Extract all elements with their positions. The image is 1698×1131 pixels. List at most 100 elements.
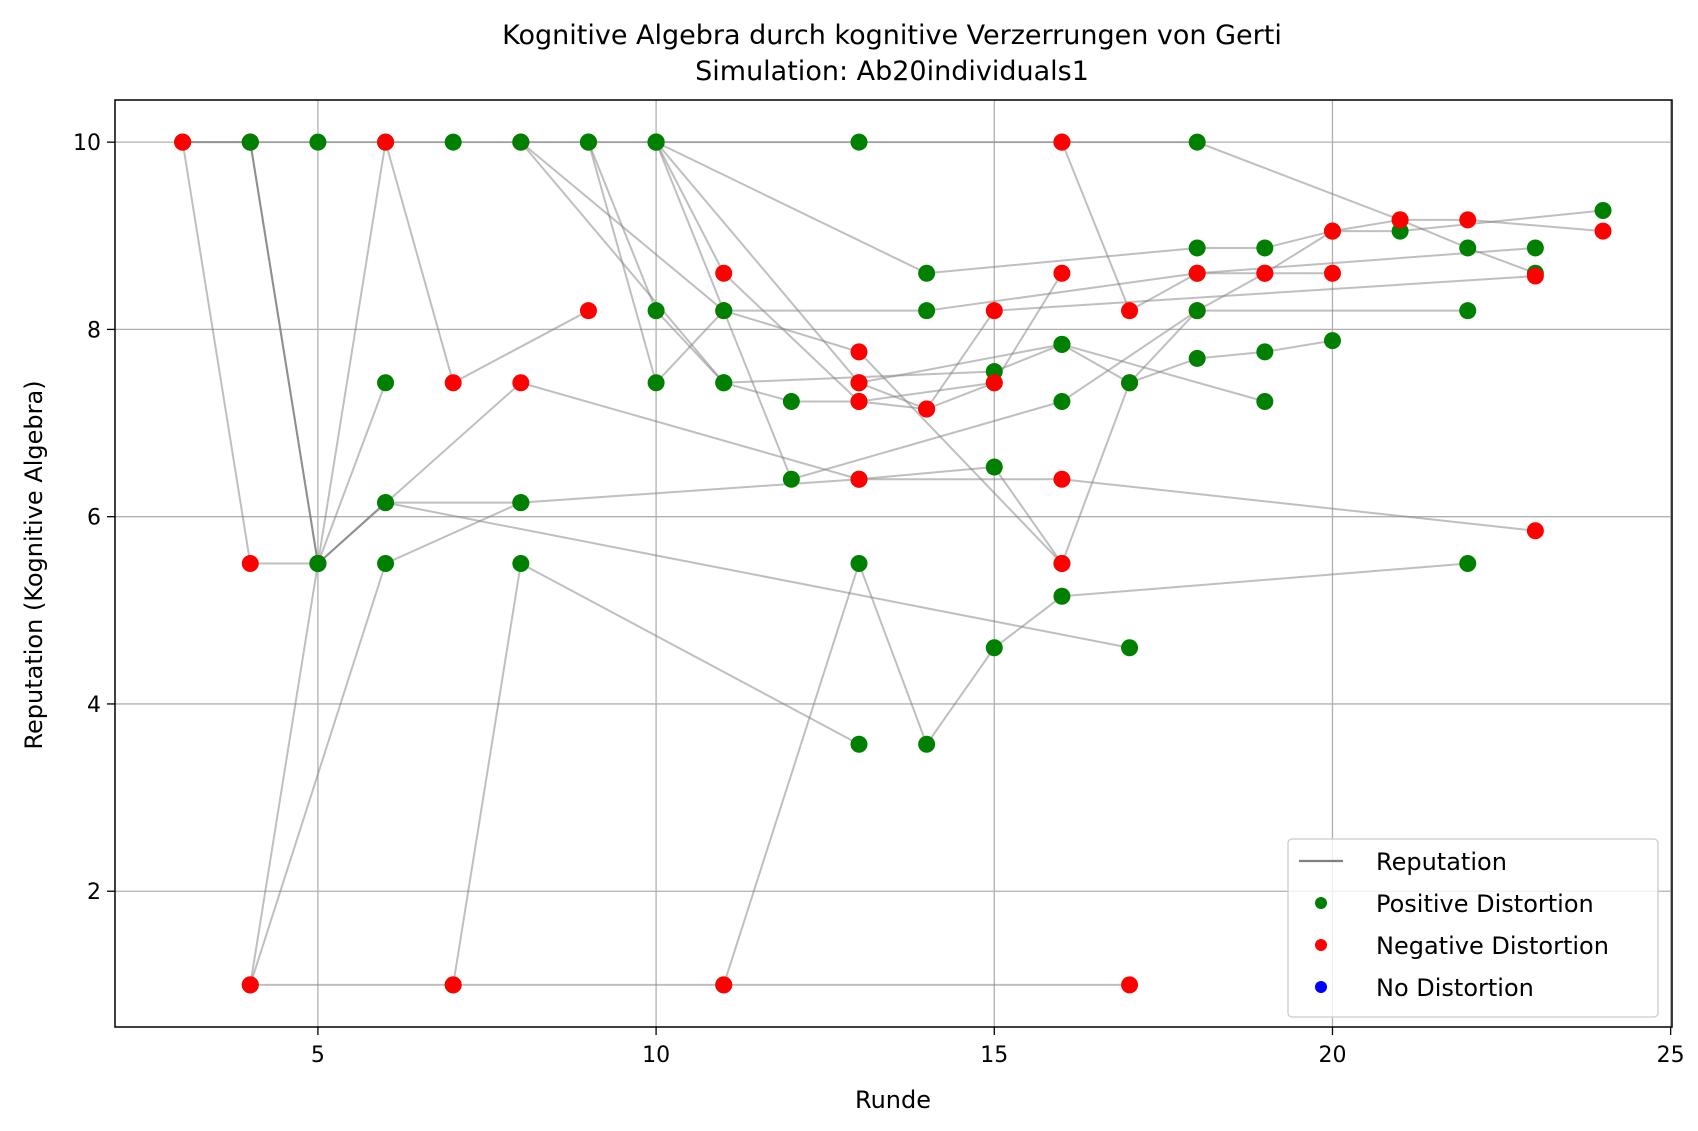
- reputation-line: [182, 141, 1536, 275]
- data-point: [1256, 239, 1274, 257]
- data-point: [1526, 522, 1544, 540]
- legend-marker-swatch: [1315, 897, 1327, 909]
- reputation-line: [722, 560, 1468, 986]
- data-point: [1053, 470, 1071, 488]
- data-point: [985, 458, 1003, 476]
- x-tick-label: 10: [642, 1043, 670, 1068]
- data-point: [1053, 587, 1071, 605]
- data-point: [1256, 343, 1274, 361]
- data-point: [1053, 133, 1071, 151]
- y-tick-label: 8: [87, 318, 101, 343]
- data-point: [782, 393, 800, 411]
- data-point: [1188, 133, 1206, 151]
- data-point: [715, 374, 733, 392]
- data-point: [1459, 555, 1477, 572]
- data-point: [985, 639, 1003, 657]
- data-points: [174, 133, 1612, 994]
- reputation-line: [655, 141, 1266, 403]
- x-tick-label: 20: [1318, 1043, 1346, 1068]
- data-point: [918, 302, 936, 320]
- data-point: [377, 133, 395, 151]
- data-point: [850, 343, 868, 361]
- data-point: [1594, 201, 1612, 219]
- data-point: [241, 133, 259, 151]
- legend-label: Negative Distortion: [1376, 932, 1609, 960]
- data-point: [1121, 374, 1139, 392]
- data-point: [1188, 349, 1206, 367]
- data-point: [985, 374, 1003, 392]
- reputation-line: [655, 141, 1063, 411]
- data-point: [444, 133, 462, 151]
- data-point: [512, 494, 530, 512]
- reputation-line: [249, 501, 1130, 986]
- data-point: [850, 393, 868, 411]
- y-axis-label: Reputation (Kognitive Algebra): [20, 380, 48, 749]
- reputation-line: [520, 141, 1333, 566]
- data-point: [377, 494, 395, 512]
- data-point: [1391, 211, 1409, 229]
- data-point: [715, 976, 733, 994]
- data-point: [174, 133, 192, 151]
- data-point: [1053, 393, 1071, 411]
- data-point: [1256, 393, 1274, 411]
- data-point: [309, 555, 327, 572]
- y-tick-label: 10: [73, 131, 101, 156]
- data-point: [918, 264, 936, 282]
- legend-label: Positive Distortion: [1376, 890, 1594, 918]
- data-point: [1053, 264, 1071, 282]
- reputation-line: [182, 141, 1063, 566]
- data-point: [647, 133, 665, 151]
- data-point: [1188, 239, 1206, 257]
- data-point: [1459, 239, 1477, 257]
- data-point: [985, 302, 1003, 320]
- data-point: [444, 374, 462, 392]
- data-point: [1459, 211, 1477, 229]
- y-tick-label: 6: [87, 506, 101, 531]
- data-point: [1526, 267, 1544, 285]
- reputation-line: [249, 501, 522, 986]
- data-point: [918, 400, 936, 418]
- data-point: [241, 976, 259, 994]
- x-axis-label: Runde: [855, 1086, 931, 1114]
- chart-subtitle: Simulation: Ab20individuals1: [695, 56, 1089, 87]
- data-point: [1323, 332, 1341, 350]
- data-point: [309, 133, 327, 151]
- data-point: [1323, 222, 1341, 240]
- data-point: [579, 133, 597, 151]
- data-point: [377, 555, 395, 572]
- reputation-line: [1060, 141, 1604, 313]
- data-point: [1121, 302, 1139, 320]
- data-point: [1594, 222, 1612, 240]
- x-tick-label: 25: [1657, 1043, 1685, 1068]
- data-point: [647, 302, 665, 320]
- data-point: [850, 555, 868, 572]
- data-point: [850, 470, 868, 488]
- legend: Reputation Positive Distortion Negative Di…: [1287, 838, 1659, 1018]
- data-point: [850, 374, 868, 392]
- data-point: [512, 374, 530, 392]
- chart-title: Kognitive Algebra durch kognitive Verzer…: [502, 20, 1282, 51]
- data-point: [1121, 976, 1139, 994]
- reputation-line: [181, 141, 589, 565]
- data-point: [715, 302, 733, 320]
- legend-label: No Distortion: [1376, 974, 1534, 1002]
- data-point: [715, 264, 733, 282]
- data-point: [1188, 302, 1206, 320]
- legend-marker-swatch: [1315, 981, 1327, 993]
- data-point: [444, 976, 462, 994]
- data-point: [850, 133, 868, 151]
- x-tick-label: 5: [311, 1043, 325, 1068]
- reputation-line: [858, 275, 1536, 411]
- data-point: [241, 555, 259, 572]
- data-point: [512, 555, 530, 572]
- data-point: [1526, 239, 1544, 257]
- data-point: [1188, 264, 1206, 282]
- data-point: [1053, 335, 1071, 353]
- data-point: [377, 374, 395, 392]
- reputation-line: [587, 141, 1333, 384]
- data-point: [1053, 555, 1071, 572]
- legend-marker-swatch: [1315, 939, 1327, 951]
- data-point: [918, 735, 936, 753]
- data-point: [782, 470, 800, 488]
- data-point: [1459, 302, 1477, 320]
